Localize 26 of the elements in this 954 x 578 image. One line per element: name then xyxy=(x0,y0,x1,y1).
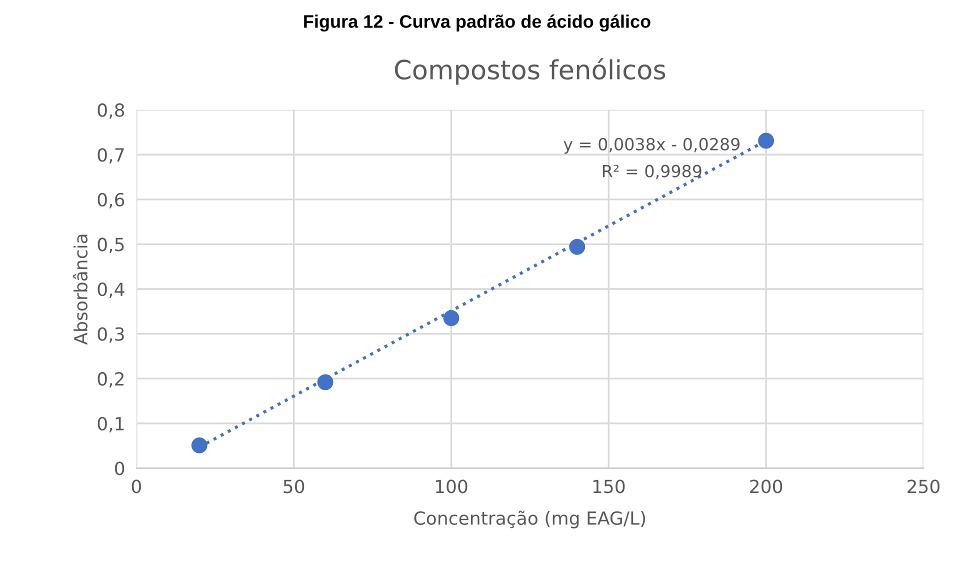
y-tick-label: 0 xyxy=(115,462,124,476)
y-tick-label: 0,8 xyxy=(98,103,124,119)
y-tick-label: 0,1 xyxy=(98,416,124,432)
point xyxy=(443,310,460,326)
annotation: y = 0,0038x - 0,0289 xyxy=(564,138,740,154)
y-axis-title: Absorbância xyxy=(72,234,88,345)
x-tick-label: 150 xyxy=(593,480,625,494)
y-tick-label: 0,6 xyxy=(98,192,124,208)
annotation: R² = 0,9989 xyxy=(603,164,702,180)
y-tick-label: 0,2 xyxy=(98,372,124,388)
y-tick-label: 0,7 xyxy=(98,148,124,164)
text: Figura 12 - Curva padrão de ácido gálico xyxy=(304,14,650,32)
point xyxy=(317,374,334,390)
x-tick-label: 50 xyxy=(284,480,304,494)
point xyxy=(758,132,774,149)
x-tick-label: 200 xyxy=(750,480,782,494)
point xyxy=(569,238,586,255)
y-tick-label: 0,5 xyxy=(98,238,124,254)
y-tick-label: 0,4 xyxy=(98,282,124,298)
point xyxy=(191,437,208,454)
x-tick-label: 100 xyxy=(436,480,468,494)
y-tick-label: 0,3 xyxy=(98,327,124,343)
x-tick-label: 250 xyxy=(908,480,940,494)
chart-title: Compostos fenólicos xyxy=(394,58,666,85)
x-tick-label: 0 xyxy=(132,480,141,494)
x-axis-title: Concentração (mg EAG/L) xyxy=(414,510,646,528)
